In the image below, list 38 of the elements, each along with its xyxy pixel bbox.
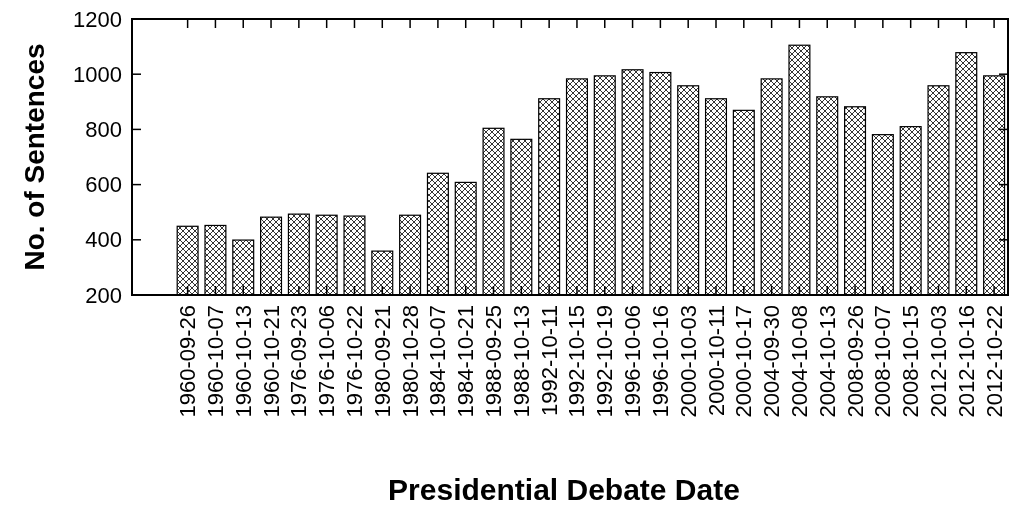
y-tick-label: 1200 xyxy=(73,6,122,32)
x-tick-label: 2008-09-26 xyxy=(842,305,868,418)
x-tick-label: 1988-09-25 xyxy=(481,305,507,418)
y-tick-label: 800 xyxy=(85,116,122,142)
x-tick-label: 1984-10-07 xyxy=(425,305,451,418)
x-tick-label: 2000-10-03 xyxy=(675,305,701,418)
x-tick-label: 2012-10-03 xyxy=(925,305,951,418)
x-tick-label: 1976-10-06 xyxy=(314,305,340,418)
x-tick-label: 1980-10-28 xyxy=(397,305,423,418)
x-tick-label: 2008-10-15 xyxy=(898,305,924,418)
x-tick-label: 1960-10-13 xyxy=(230,305,256,418)
x-tick-label: 2004-09-30 xyxy=(759,305,785,418)
y-axis-title: No. of Sentences xyxy=(19,43,50,271)
x-tick-label: 2000-10-11 xyxy=(703,305,729,416)
x-tick-label: 2000-10-17 xyxy=(731,305,757,418)
x-tick-label: 1996-10-06 xyxy=(620,305,646,418)
y-tick-label: 200 xyxy=(85,282,122,308)
x-tick-label: 1960-10-07 xyxy=(202,305,228,418)
x-tick-label: 1992-10-15 xyxy=(564,305,590,418)
y-tick-label: 1000 xyxy=(73,61,122,87)
x-axis-title: Presidential Debate Date xyxy=(388,473,740,506)
x-tick-label: 1984-10-21 xyxy=(453,305,479,418)
x-tick-label: 2004-10-13 xyxy=(814,305,840,418)
x-tick-label: 2012-10-22 xyxy=(981,305,1007,418)
x-tick-label: 1996-10-16 xyxy=(647,305,673,418)
x-tick-label: 1960-10-21 xyxy=(258,305,284,418)
x-tick-label: 1988-10-13 xyxy=(508,305,534,418)
y-tick-label: 600 xyxy=(85,172,122,198)
x-tick-label: 2004-10-08 xyxy=(786,305,812,418)
x-tick-label: 1992-10-19 xyxy=(592,305,618,418)
y-tick-label: 400 xyxy=(85,227,122,253)
x-tick-label: 1992-10-11 xyxy=(536,305,562,416)
x-tick-label: 1980-09-21 xyxy=(369,305,395,418)
x-tick-label: 2012-10-16 xyxy=(953,305,979,418)
x-tick-label: 1960-09-26 xyxy=(175,305,201,418)
x-tick-label: 1976-10-22 xyxy=(341,305,367,418)
x-tick-label: 1976-09-23 xyxy=(286,305,312,418)
x-tick-label: 2008-10-07 xyxy=(870,305,896,418)
